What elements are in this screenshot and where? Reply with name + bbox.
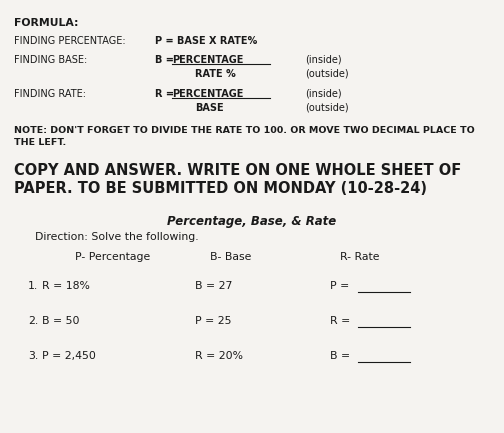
Text: PERCENTAGE: PERCENTAGE bbox=[172, 55, 243, 65]
Text: FINDING PERCENTAGE:: FINDING PERCENTAGE: bbox=[14, 36, 125, 46]
Text: B- Base: B- Base bbox=[210, 252, 251, 262]
Text: PAPER. TO BE SUBMITTED ON MONDAY (10-28-24): PAPER. TO BE SUBMITTED ON MONDAY (10-28-… bbox=[14, 181, 427, 196]
Text: (inside): (inside) bbox=[305, 89, 342, 99]
Text: R- Rate: R- Rate bbox=[340, 252, 380, 262]
Text: NOTE: DON'T FORGET TO DIVIDE THE RATE TO 100. OR MOVE TWO DECIMAL PLACE TO: NOTE: DON'T FORGET TO DIVIDE THE RATE TO… bbox=[14, 126, 475, 135]
Text: B =: B = bbox=[155, 55, 177, 65]
Text: FINDING RATE:: FINDING RATE: bbox=[14, 89, 86, 99]
Text: 3.: 3. bbox=[28, 351, 38, 361]
Text: THE LEFT.: THE LEFT. bbox=[14, 138, 66, 147]
Text: BASE: BASE bbox=[195, 103, 224, 113]
Text: (outside): (outside) bbox=[305, 103, 349, 113]
Text: Direction: Solve the following.: Direction: Solve the following. bbox=[35, 232, 199, 242]
Text: 2.: 2. bbox=[28, 316, 38, 326]
Text: (inside): (inside) bbox=[305, 55, 342, 65]
Text: P = 2,450: P = 2,450 bbox=[42, 351, 96, 361]
Text: R = 20%: R = 20% bbox=[195, 351, 243, 361]
Text: COPY AND ANSWER. WRITE ON ONE WHOLE SHEET OF: COPY AND ANSWER. WRITE ON ONE WHOLE SHEE… bbox=[14, 163, 461, 178]
Text: P- Percentage: P- Percentage bbox=[75, 252, 150, 262]
Text: R =: R = bbox=[155, 89, 177, 99]
Text: RATE %: RATE % bbox=[195, 69, 236, 79]
Text: FINDING BASE:: FINDING BASE: bbox=[14, 55, 87, 65]
Text: B =: B = bbox=[330, 351, 354, 361]
Text: P = BASE X RATE%: P = BASE X RATE% bbox=[155, 36, 257, 46]
Text: P = 25: P = 25 bbox=[195, 316, 231, 326]
Text: FORMULA:: FORMULA: bbox=[14, 18, 79, 28]
Text: R = 18%: R = 18% bbox=[42, 281, 90, 291]
Text: PERCENTAGE: PERCENTAGE bbox=[172, 89, 243, 99]
Text: B = 50: B = 50 bbox=[42, 316, 80, 326]
Text: B = 27: B = 27 bbox=[195, 281, 232, 291]
Text: Percentage, Base, & Rate: Percentage, Base, & Rate bbox=[167, 215, 337, 228]
Text: 1.: 1. bbox=[28, 281, 38, 291]
Text: R =: R = bbox=[330, 316, 354, 326]
Text: (outside): (outside) bbox=[305, 69, 349, 79]
Text: P =: P = bbox=[330, 281, 353, 291]
